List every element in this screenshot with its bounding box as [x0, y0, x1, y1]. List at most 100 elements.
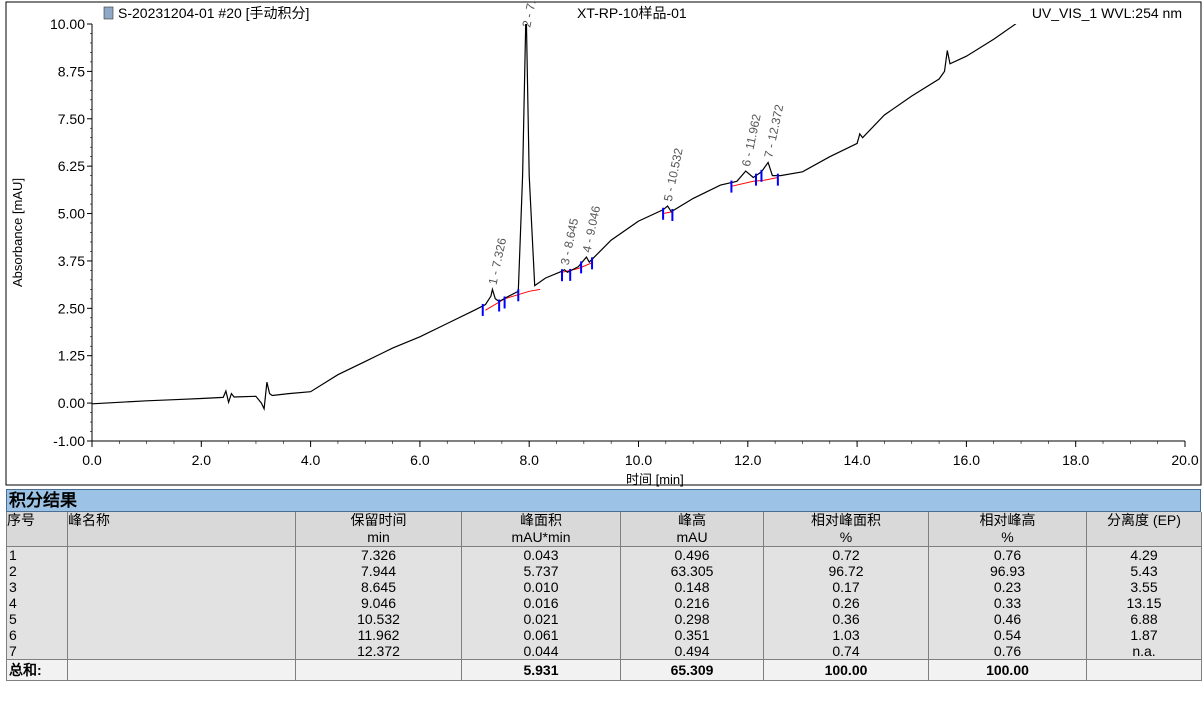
- column-header: 峰名称: [67, 512, 296, 547]
- peak-label: 4 - 9.046: [580, 204, 604, 254]
- sample-name-label: XT-RP-10样品-01: [577, 5, 687, 21]
- table-cell: 11.962: [295, 627, 462, 643]
- column-header-unit: min: [367, 529, 390, 545]
- table-cell: 1: [6, 546, 68, 563]
- table-cell: 6: [6, 627, 68, 643]
- results-body: 1 7.326 0.043 0.496 0.72 0.76 4.29 2 7.944 5.737 6…: [6, 546, 1202, 681]
- sample-id-label: S-20231204-01 #20 [手动积分]: [118, 5, 309, 21]
- total-cell: 5.931: [461, 659, 621, 681]
- baseline-segment: [485, 288, 541, 311]
- table-cell: 0.17: [763, 579, 929, 595]
- table-cell: 1.03: [763, 627, 929, 643]
- x-tick-label: 6.0: [410, 452, 430, 468]
- table-cell: 0.72: [763, 546, 929, 563]
- table-row: 3 8.645 0.010 0.148 0.17 0.23 3.55: [6, 579, 1202, 595]
- results-header-row: 序号 峰名称 保留时间 min 峰面积 mAU*min 峰高 mAU 相对峰面积% 相对峰高% 分离…: [6, 512, 1202, 547]
- peak-label: 1 - 7.326: [486, 236, 510, 286]
- table-cell: 2: [6, 563, 68, 579]
- column-header-unit: mAU*min: [511, 529, 571, 545]
- table-cell: [67, 627, 296, 643]
- table-cell: [67, 643, 296, 660]
- table-cell: [67, 611, 296, 627]
- table-cell: 8.645: [295, 579, 462, 595]
- total-cell: [1086, 659, 1202, 681]
- total-cell: 65.309: [620, 659, 764, 681]
- column-header: 保留时间 min: [295, 512, 462, 547]
- channel-label: UV_VIS_1 WVL:254 nm: [1032, 5, 1182, 21]
- y-axis-title: Absorbance [mAU]: [10, 178, 25, 287]
- sample-icon: [103, 6, 114, 20]
- table-cell: 0.021: [461, 611, 621, 627]
- table-cell: 0.36: [763, 611, 929, 627]
- table-cell: 0.010: [461, 579, 621, 595]
- table-cell: 0.46: [928, 611, 1087, 627]
- total-cell: [67, 659, 296, 681]
- x-tick-label: 8.0: [519, 452, 539, 468]
- table-cell: 5.737: [461, 563, 621, 579]
- table-cell: 5: [6, 611, 68, 627]
- peak-label: 7 - 12.372: [761, 103, 786, 159]
- total-row: 总和: 5.931 65.309 100.00 100.00: [6, 659, 1202, 681]
- column-header: 峰高 mAU: [620, 512, 764, 547]
- table-cell: [67, 563, 296, 579]
- column-header-unit: [7, 529, 67, 546]
- x-tick-label: 10.0: [625, 452, 652, 468]
- table-row: 6 11.962 0.061 0.351 1.03 0.54 1.87: [6, 627, 1202, 643]
- column-header-title: 相对峰面积: [811, 512, 881, 528]
- table-cell: n.a.: [1086, 643, 1202, 660]
- y-tick-label: 5.00: [58, 206, 85, 222]
- x-tick-label: 16.0: [953, 452, 980, 468]
- results-title: 积分结果: [6, 489, 1201, 512]
- table-cell: 10.532: [295, 611, 462, 627]
- column-header-title: 序号: [7, 512, 35, 528]
- table-row: 4 9.046 0.016 0.216 0.26 0.33 13.15: [6, 595, 1202, 611]
- column-header: 序号: [6, 512, 68, 547]
- table-cell: [67, 595, 296, 611]
- baseline-segment: [731, 177, 778, 187]
- y-tick-label: 6.25: [58, 158, 85, 174]
- table-cell: 0.74: [763, 643, 929, 660]
- column-header-unit: [1087, 529, 1201, 546]
- table-cell: 3.55: [1086, 579, 1202, 595]
- chart-frame: [5, 1, 1202, 486]
- table-cell: 13.15: [1086, 595, 1202, 611]
- column-header-unit: %: [839, 529, 853, 545]
- table-cell: 4.29: [1086, 546, 1202, 563]
- table-cell: 3: [6, 579, 68, 595]
- table-cell: [67, 579, 296, 595]
- column-header-title: 峰面积: [520, 512, 562, 528]
- column-header-title: 相对峰高: [979, 512, 1036, 528]
- table-cell: 0.148: [620, 579, 764, 595]
- table-cell: 0.33: [928, 595, 1087, 611]
- column-header: 分离度 (EP): [1086, 512, 1202, 547]
- table-cell: 0.76: [928, 643, 1087, 660]
- x-tick-label: 0.0: [82, 452, 102, 468]
- x-axis-title: 时间 [min]: [626, 472, 684, 487]
- x-tick-label: 2.0: [192, 452, 212, 468]
- integration-results: 积分结果 序号 峰名称 保留时间 min 峰面积 mAU*min 峰高 mAU 相对峰面积% 相对…: [6, 489, 1202, 681]
- peak-label: 6 - 11.962: [739, 112, 764, 167]
- table-cell: 12.372: [295, 643, 462, 660]
- table-row: 1 7.326 0.043 0.496 0.72 0.76 4.29: [6, 546, 1202, 563]
- y-tick-label: 2.50: [58, 300, 85, 316]
- chromatogram-trace: [92, 24, 1017, 411]
- x-tick-label: 18.0: [1062, 452, 1089, 468]
- table-cell: 1.87: [1086, 627, 1202, 643]
- total-cell: [295, 659, 462, 681]
- peak-label: 5 - 10.532: [661, 146, 686, 202]
- column-header-title: 峰名称: [68, 512, 110, 528]
- table-cell: 0.043: [461, 546, 621, 563]
- y-tick-label: 7.50: [58, 111, 85, 127]
- column-header-title: 分离度 (EP): [1107, 512, 1181, 528]
- table-cell: 7: [6, 643, 68, 660]
- table-cell: 0.494: [620, 643, 764, 660]
- column-header-unit: %: [1001, 529, 1014, 545]
- y-tick-label: 8.75: [58, 63, 85, 79]
- results-table: 序号 峰名称 保留时间 min 峰面积 mAU*min 峰高 mAU 相对峰面积% 相对峰高% 分离…: [6, 512, 1202, 681]
- table-cell: 0.23: [928, 579, 1087, 595]
- column-header-title: 峰高: [678, 512, 706, 528]
- table-cell: 7.944: [295, 563, 462, 579]
- chromatogram-chart: S-20231204-01 #20 [手动积分] XT-RP-10样品-01 UV_…: [5, 0, 1202, 487]
- table-cell: 9.046: [295, 595, 462, 611]
- table-cell: 6.88: [1086, 611, 1202, 627]
